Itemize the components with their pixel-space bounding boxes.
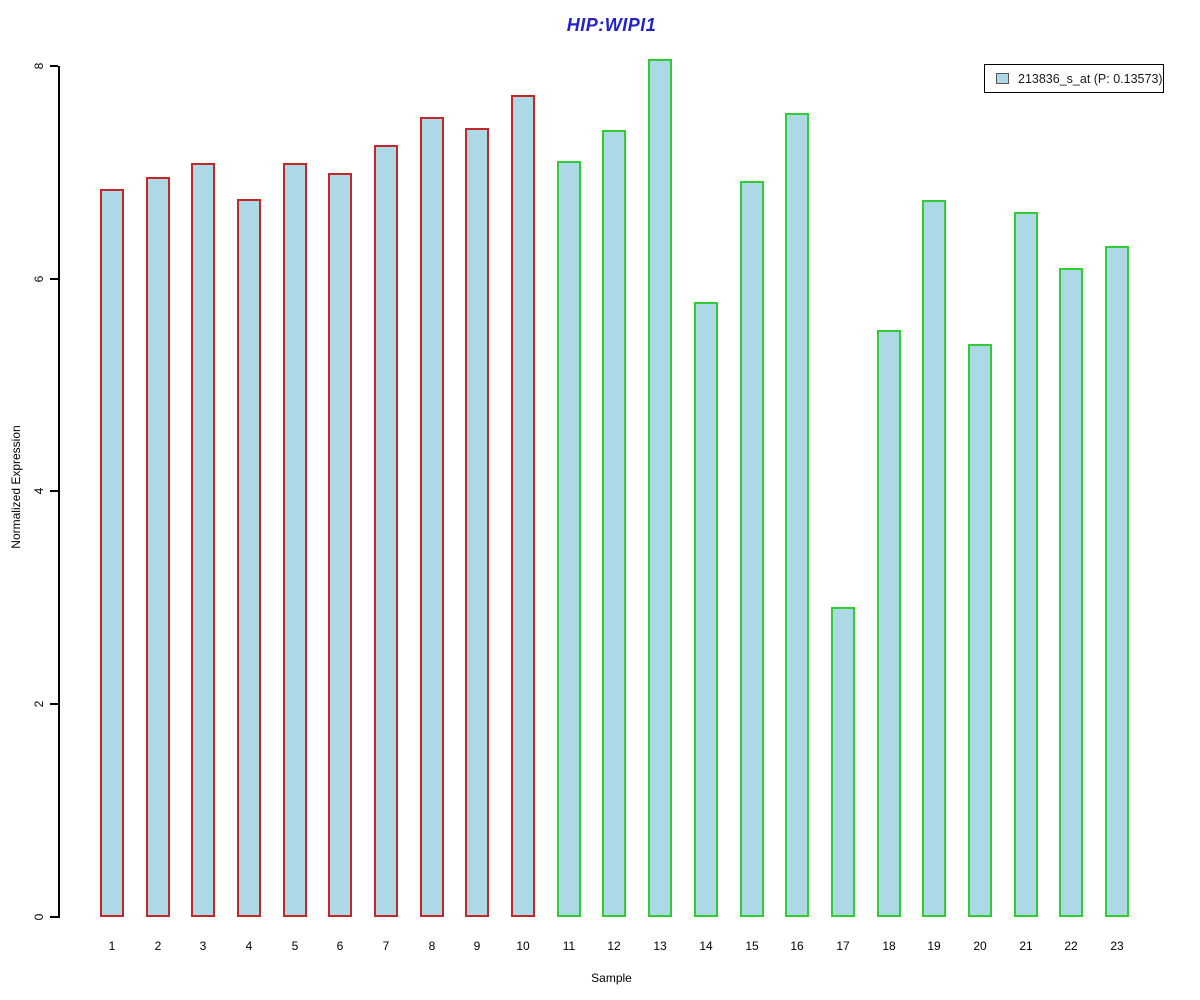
y-axis-line <box>58 66 60 918</box>
bar-sample-11 <box>557 161 581 917</box>
y-tick-label: 6 <box>32 275 46 283</box>
bar-sample-9 <box>465 128 489 917</box>
bar-sample-8 <box>420 117 444 917</box>
x-axis-label: Sample <box>591 971 632 985</box>
x-tick-label: 13 <box>653 939 667 953</box>
bar-sample-20 <box>968 344 992 917</box>
x-tick-label: 1 <box>108 939 116 953</box>
x-tick-label: 22 <box>1064 939 1078 953</box>
y-tick-label: 8 <box>32 62 46 70</box>
x-tick-label: 7 <box>382 939 390 953</box>
y-tick-label: 2 <box>32 700 46 708</box>
bar-sample-1 <box>100 189 124 917</box>
x-tick-label: 15 <box>745 939 759 953</box>
bar-sample-7 <box>374 145 398 917</box>
y-tick-label: 0 <box>32 913 46 921</box>
x-tick-label: 19 <box>927 939 941 953</box>
bar-sample-6 <box>328 173 352 917</box>
bar-sample-19 <box>922 200 946 917</box>
x-tick-label: 18 <box>882 939 896 953</box>
x-tick-label: 3 <box>199 939 207 953</box>
bar-sample-10 <box>511 95 535 917</box>
bar-sample-4 <box>237 199 261 917</box>
y-tick-mark <box>50 65 58 67</box>
legend-swatch-icon <box>996 73 1009 84</box>
legend-label: 213836_s_at (P: 0.13573) <box>1018 71 1163 86</box>
bar-sample-18 <box>877 330 901 917</box>
bar-sample-23 <box>1105 246 1129 917</box>
bar-sample-22 <box>1059 268 1083 917</box>
x-tick-label: 20 <box>973 939 987 953</box>
x-tick-label: 2 <box>154 939 162 953</box>
bar-sample-12 <box>602 130 626 917</box>
y-tick-label: 4 <box>32 487 46 495</box>
x-tick-label: 6 <box>336 939 344 953</box>
bar-sample-5 <box>283 163 307 917</box>
bar-sample-16 <box>785 113 809 917</box>
x-tick-label: 8 <box>428 939 436 953</box>
x-tick-label: 9 <box>473 939 481 953</box>
x-tick-label: 5 <box>291 939 299 953</box>
x-tick-label: 23 <box>1110 939 1124 953</box>
x-tick-label: 12 <box>607 939 621 953</box>
y-tick-mark <box>50 490 58 492</box>
x-tick-label: 4 <box>245 939 253 953</box>
bar-sample-15 <box>740 181 764 917</box>
x-tick-label: 14 <box>699 939 713 953</box>
bar-sample-3 <box>191 163 215 917</box>
chart-title: HIP:WIPI1 <box>566 15 657 35</box>
bar-sample-17 <box>831 607 855 917</box>
y-tick-mark <box>50 278 58 280</box>
x-tick-label: 17 <box>836 939 850 953</box>
bar-sample-14 <box>694 302 718 917</box>
y-tick-mark <box>50 703 58 705</box>
y-tick-mark <box>50 916 58 918</box>
x-tick-label: 21 <box>1019 939 1033 953</box>
legend: 213836_s_at (P: 0.13573) <box>984 64 1164 93</box>
y-axis-label: Normalized Expression <box>9 425 23 549</box>
bar-sample-13 <box>648 59 672 917</box>
x-tick-label: 11 <box>562 939 576 953</box>
bar-sample-21 <box>1014 212 1038 917</box>
bar-sample-2 <box>146 177 170 917</box>
x-tick-label: 16 <box>790 939 804 953</box>
x-tick-label: 10 <box>516 939 530 953</box>
